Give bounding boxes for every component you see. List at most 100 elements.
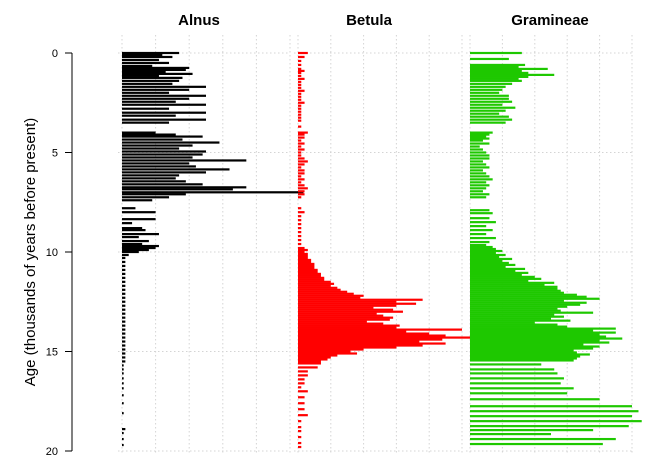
bar-gramineae xyxy=(470,88,503,91)
bar-betula xyxy=(298,296,361,299)
bar-gramineae xyxy=(470,317,551,320)
bar-betula xyxy=(298,292,354,295)
bar-gramineae xyxy=(470,343,584,346)
bar-betula xyxy=(298,125,302,128)
panel-title-gramineae: Gramineae xyxy=(511,12,589,29)
bar-gramineae xyxy=(470,69,522,73)
bar-betula xyxy=(298,154,302,157)
bar-alnus xyxy=(122,348,126,351)
bar-betula xyxy=(298,445,302,449)
bar-gramineae xyxy=(470,148,483,151)
bar-alnus xyxy=(122,162,190,165)
bar-alnus xyxy=(122,280,126,283)
bar-betula xyxy=(298,346,397,349)
bar-betula xyxy=(298,77,305,80)
bar-betula xyxy=(298,274,321,277)
bar-alnus xyxy=(122,328,126,331)
bar-gramineae xyxy=(470,359,574,362)
bar-gramineae xyxy=(470,265,506,269)
bar-betula xyxy=(298,110,302,113)
bar-betula xyxy=(298,290,348,293)
bar-gramineae xyxy=(470,57,509,61)
bar-gramineae xyxy=(470,51,522,55)
bar-alnus xyxy=(122,360,126,363)
bar-alnus xyxy=(122,174,180,177)
bar-alnus xyxy=(122,218,156,221)
bar-alnus xyxy=(122,111,206,114)
bar-gramineae xyxy=(470,311,594,314)
bar-gramineae xyxy=(470,281,555,284)
bar-betula xyxy=(298,80,302,83)
bar-gramineae xyxy=(470,145,480,148)
bar-gramineae xyxy=(470,263,516,267)
bar-gramineae xyxy=(470,91,500,94)
bar-gramineae xyxy=(470,142,490,145)
bar-alnus xyxy=(122,114,176,117)
bar-alnus xyxy=(122,320,126,323)
bar-gramineae xyxy=(470,77,519,80)
bar-gramineae xyxy=(470,85,506,88)
bar-gramineae xyxy=(470,212,493,215)
bar-betula xyxy=(298,356,331,359)
bar-betula xyxy=(298,59,302,63)
bar-alnus xyxy=(122,246,156,250)
bar-betula xyxy=(298,366,318,369)
bar-gramineae xyxy=(470,315,564,318)
bar-betula xyxy=(298,116,302,119)
bar-betula xyxy=(298,133,305,136)
bar-gramineae xyxy=(470,261,509,265)
bar-gramineae xyxy=(470,109,506,112)
bar-alnus xyxy=(122,443,124,447)
bar-alnus xyxy=(122,156,193,159)
bar-gramineae xyxy=(470,63,526,67)
bar-alnus xyxy=(122,235,139,239)
bar-gramineae xyxy=(470,377,564,380)
bar-gramineae xyxy=(470,325,568,328)
bar-alnus xyxy=(122,133,176,136)
bar-betula xyxy=(298,169,305,172)
bar-gramineae xyxy=(470,106,516,109)
bar-gramineae xyxy=(470,295,587,298)
bar-gramineae xyxy=(470,243,487,247)
bar-betula xyxy=(298,74,302,77)
bar-alnus xyxy=(122,207,136,210)
bar-gramineae xyxy=(470,301,587,304)
bar-betula xyxy=(298,145,302,148)
bar-gramineae xyxy=(470,321,535,324)
y-tick-label: 15 xyxy=(46,347,58,359)
y-axis-ticks: 0 5 10 15 20 xyxy=(46,48,72,458)
bar-betula xyxy=(298,166,302,169)
bar-alnus xyxy=(122,431,124,435)
bar-alnus xyxy=(122,107,170,110)
bar-betula xyxy=(298,316,394,319)
bar-alnus xyxy=(122,193,186,196)
grid-layer xyxy=(118,35,633,455)
bar-betula xyxy=(298,151,302,154)
bar-betula xyxy=(298,184,305,187)
bar-betula xyxy=(298,282,335,285)
bar-alnus xyxy=(122,300,126,303)
bar-betula xyxy=(298,196,302,199)
bar-alnus xyxy=(122,68,186,72)
bar-alnus xyxy=(122,103,206,106)
bar-gramineae xyxy=(470,291,564,294)
bar-betula xyxy=(298,148,305,151)
bar-alnus xyxy=(122,340,126,343)
bar-alnus xyxy=(122,253,129,257)
bar-betula xyxy=(298,95,302,98)
bar-gramineae xyxy=(470,309,561,312)
bar-betula xyxy=(298,266,315,270)
bar-alnus xyxy=(122,135,203,138)
panel-title-alnus: Alnus xyxy=(178,12,220,29)
bar-gramineae xyxy=(470,275,535,278)
bar-betula xyxy=(298,254,308,258)
bar-betula xyxy=(298,334,446,337)
bar-betula xyxy=(298,310,403,313)
bar-alnus xyxy=(122,382,124,385)
bar-betula xyxy=(298,175,302,178)
bar-alnus xyxy=(122,272,126,275)
bar-betula xyxy=(298,280,331,283)
bar-gramineae xyxy=(470,103,503,106)
bar-alnus xyxy=(122,165,196,168)
bar-betula xyxy=(298,246,305,250)
